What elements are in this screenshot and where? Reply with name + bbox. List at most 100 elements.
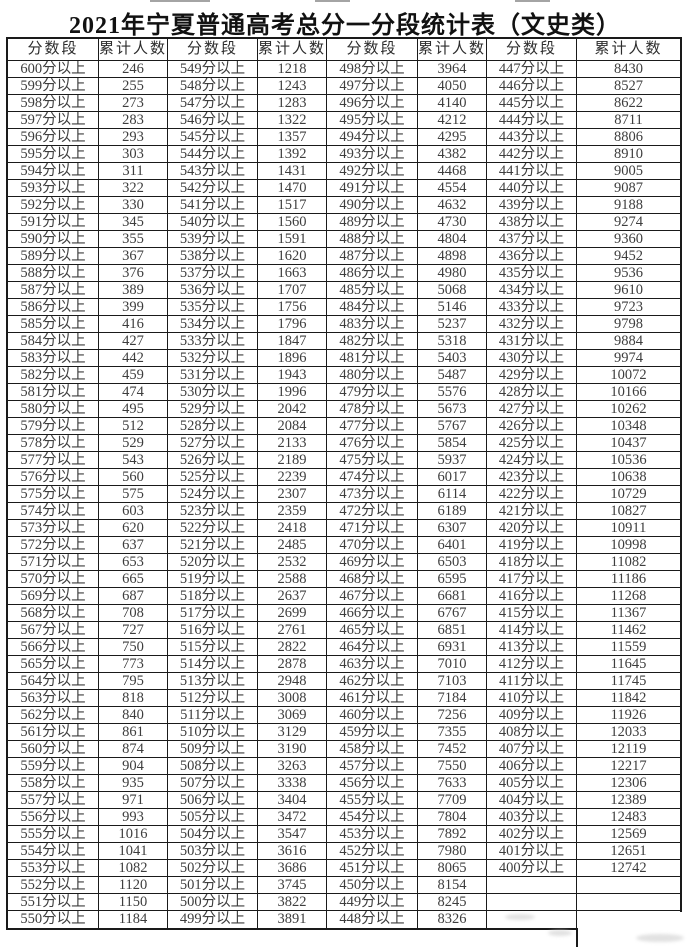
- score-range-cell: 570分以上: [8, 571, 99, 588]
- score-range-cell: 586分以上: [8, 299, 99, 316]
- score-range-cell: 519分以上: [168, 571, 258, 588]
- score-range-cell: 414分以上: [487, 622, 577, 639]
- count-cell: 2239: [258, 469, 327, 486]
- count-cell: 6114: [418, 486, 487, 503]
- count-cell: 10827: [577, 503, 680, 520]
- count-cell: 2418: [258, 520, 327, 537]
- count-cell: 11268: [577, 588, 680, 605]
- count-cell: 4554: [418, 180, 487, 197]
- score-range-cell: 457分以上: [327, 758, 418, 775]
- count-cell: 11745: [577, 673, 680, 690]
- score-range-cell: 600分以上: [8, 61, 99, 78]
- count-cell: 3472: [258, 809, 327, 826]
- score-range-cell: 551分以上: [8, 894, 99, 911]
- count-cell: 5146: [418, 299, 487, 316]
- score-range-cell: 495分以上: [327, 112, 418, 129]
- score-range-cell: 437分以上: [487, 231, 577, 248]
- bottom-right-white-patch: [578, 912, 690, 947]
- score-range-cell: 408分以上: [487, 724, 577, 741]
- count-cell: 2133: [258, 435, 327, 452]
- score-range-cell: 505分以上: [168, 809, 258, 826]
- count-cell: 4140: [418, 95, 487, 112]
- score-range-cell: 577分以上: [8, 452, 99, 469]
- score-range-cell: 446分以上: [487, 78, 577, 95]
- count-cell: 6189: [418, 503, 487, 520]
- score-range-cell: 546分以上: [168, 112, 258, 129]
- count-cell: 2042: [258, 401, 327, 418]
- score-range-cell: 568分以上: [8, 605, 99, 622]
- score-range-cell: 486分以上: [327, 265, 418, 282]
- score-range-cell: 572分以上: [8, 537, 99, 554]
- score-range-cell: 404分以上: [487, 792, 577, 809]
- score-range-cell: 560分以上: [8, 741, 99, 758]
- count-cell: 1150: [99, 894, 168, 911]
- count-cell: 8245: [418, 894, 487, 911]
- score-range-cell: 529分以上: [168, 401, 258, 418]
- score-range-cell: 593分以上: [8, 180, 99, 197]
- count-cell: 474: [99, 384, 168, 401]
- count-cell: 3964: [418, 61, 487, 78]
- count-cell: 2532: [258, 554, 327, 571]
- score-range-cell: 563分以上: [8, 690, 99, 707]
- count-cell: 345: [99, 214, 168, 231]
- count-cell: 10072: [577, 367, 680, 384]
- count-cell: 4295: [418, 129, 487, 146]
- score-range-cell: 528分以上: [168, 418, 258, 435]
- score-range-cell: 439分以上: [487, 197, 577, 214]
- count-cell: 10911: [577, 520, 680, 537]
- score-range-cell: 533分以上: [168, 333, 258, 350]
- score-range-cell: 506分以上: [168, 792, 258, 809]
- header-cell: 分数段: [487, 39, 577, 61]
- count-cell: 7804: [418, 809, 487, 826]
- count-cell: 10536: [577, 452, 680, 469]
- count-cell: 8154: [418, 877, 487, 894]
- score-range-cell: 496分以上: [327, 95, 418, 112]
- count-cell: 6401: [418, 537, 487, 554]
- score-range-cell: 587分以上: [8, 282, 99, 299]
- score-range-cell: 547分以上: [168, 95, 258, 112]
- score-range-cell: 559分以上: [8, 758, 99, 775]
- score-range-cell: 576分以上: [8, 469, 99, 486]
- count-cell: 1082: [99, 860, 168, 877]
- page-title: 2021年宁夏普通高考总分一分段统计表（文史类）: [69, 13, 621, 39]
- score-range-cell: 553分以上: [8, 860, 99, 877]
- score-range-cell: 548分以上: [168, 78, 258, 95]
- count-cell: 427: [99, 333, 168, 350]
- count-cell: 1322: [258, 112, 327, 129]
- score-range-cell: 449分以上: [327, 894, 418, 911]
- score-range-cell: 499分以上: [168, 911, 258, 928]
- score-range-cell: 487分以上: [327, 248, 418, 265]
- count-cell: 7709: [418, 792, 487, 809]
- score-range-cell: 459分以上: [327, 724, 418, 741]
- count-cell: 1470: [258, 180, 327, 197]
- count-cell: 7103: [418, 673, 487, 690]
- count-cell: 637: [99, 537, 168, 554]
- score-range-cell: 427分以上: [487, 401, 577, 418]
- score-range-cell: 550分以上: [8, 911, 99, 928]
- count-cell: 322: [99, 180, 168, 197]
- score-range-cell: 513分以上: [168, 673, 258, 690]
- count-cell: 4468: [418, 163, 487, 180]
- count-cell: 399: [99, 299, 168, 316]
- count-cell: 1943: [258, 367, 327, 384]
- count-cell: 4212: [418, 112, 487, 129]
- count-cell: 9884: [577, 333, 680, 350]
- score-range-cell: 501分以上: [168, 877, 258, 894]
- count-cell: 11842: [577, 690, 680, 707]
- scan-artifact: [150, 0, 210, 2]
- count-cell: 10348: [577, 418, 680, 435]
- count-cell: 5403: [418, 350, 487, 367]
- score-range-cell: 423分以上: [487, 469, 577, 486]
- score-range-cell: 422分以上: [487, 486, 577, 503]
- score-range-cell: 463分以上: [327, 656, 418, 673]
- count-cell: 620: [99, 520, 168, 537]
- score-range-cell: 537分以上: [168, 265, 258, 282]
- score-range-cell: [487, 894, 577, 911]
- count-cell: 2761: [258, 622, 327, 639]
- score-range-cell: 574分以上: [8, 503, 99, 520]
- score-range-cell: 515分以上: [168, 639, 258, 656]
- score-range-cell: 549分以上: [168, 61, 258, 78]
- score-range-cell: 460分以上: [327, 707, 418, 724]
- count-cell: 416: [99, 316, 168, 333]
- score-range-cell: 534分以上: [168, 316, 258, 333]
